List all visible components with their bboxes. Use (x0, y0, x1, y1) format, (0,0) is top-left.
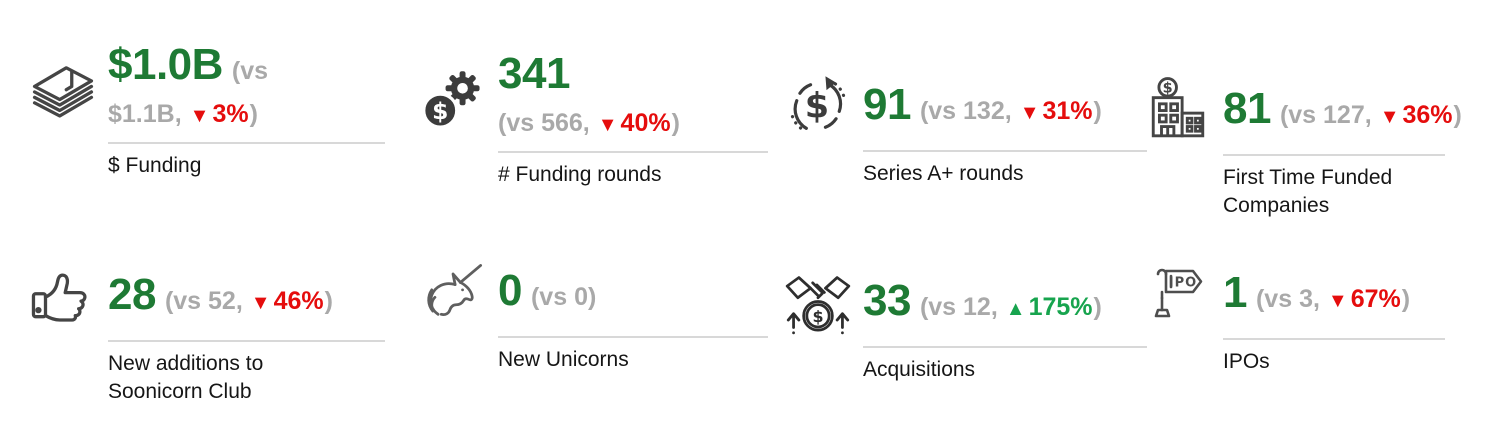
stat-vs-prev: (vs 3, (1255, 285, 1320, 313)
stat-vs-close: ) (249, 100, 258, 128)
stat-label: First Time Funded Companies (1223, 166, 1393, 217)
stat-label: $ Funding (108, 154, 202, 177)
svg-text:$: $ (432, 97, 448, 125)
handshake-dollar-icon: $ (783, 268, 853, 336)
stat-label: New Unicorns (498, 348, 629, 371)
divider (1223, 338, 1445, 340)
stat-label: # Funding rounds (498, 163, 662, 186)
stat-vs-prev: (vs 566, (498, 109, 590, 137)
stat-vs-prev: (vs 12, (919, 293, 998, 321)
gear-dollar-icon: $ (418, 67, 488, 135)
divider (108, 340, 385, 342)
stat-card-new-unicorns: 0 (vs 0) New Unicorns (418, 264, 768, 374)
money-stack-icon (28, 58, 98, 128)
stat-label: IPOs (1223, 350, 1270, 373)
svg-text:$: $ (812, 307, 823, 326)
divider (863, 150, 1147, 152)
divider (108, 142, 385, 144)
ipo-signpost-icon: IPO (1143, 260, 1213, 324)
stat-card-soonicorn: 28 (vs 52, ▼ 46%) New additions to Soonicor… (28, 272, 385, 406)
stat-value: 1 (1223, 268, 1247, 317)
stat-card-first-time-funded: $ 81 (vs 127, ▼ 36%) First Time Funded Comp… (1143, 77, 1462, 220)
stat-value: 33 (863, 276, 911, 325)
stat-vs-close: ) (671, 109, 680, 137)
divider (498, 151, 768, 153)
stat-vs-prev: (vs 127, (1279, 101, 1372, 129)
stat-card-acquisitions: $ 33 (vs 12, ▲ 175%) Acquisitions (783, 276, 1147, 384)
stat-label: New additions to Soonicorn Club (108, 352, 264, 403)
stat-label: Series A+ rounds (863, 162, 1024, 185)
stat-value: 341 (498, 49, 570, 98)
down-triangle-icon: ▼ (189, 105, 210, 127)
dollar-cycle-icon: $ (783, 72, 853, 140)
stat-value: $1.0B (108, 40, 223, 89)
down-triangle-icon: ▼ (1019, 102, 1040, 124)
divider (863, 346, 1147, 348)
down-triangle-icon: ▼ (597, 114, 618, 136)
stat-card-funding-rounds: $ 341 (vs 566, ▼ 40%) # Funding rounds (418, 51, 768, 189)
stat-label: Acquisitions (863, 358, 976, 381)
stat-value: 28 (108, 270, 156, 319)
stat-delta: 40% (620, 109, 671, 137)
down-triangle-icon: ▼ (250, 292, 271, 314)
stat-delta: 31% (1042, 97, 1093, 125)
unicorn-icon (418, 258, 488, 326)
divider (498, 336, 768, 338)
stat-delta: 67% (1350, 285, 1401, 313)
svg-text:$: $ (805, 86, 829, 127)
stat-value: 81 (1223, 84, 1271, 133)
stat-vs-prev: (vs 0) (530, 283, 597, 311)
stat-delta: 36% (1402, 101, 1453, 129)
divider (1223, 154, 1445, 156)
stat-vs-close: ) (1093, 293, 1102, 321)
stat-vs-close: ) (1401, 285, 1411, 313)
stat-card-series-a: $ 91 (vs 132, ▼ 31%) Series A+ rounds (783, 76, 1147, 188)
funded-building-icon: $ (1143, 76, 1213, 142)
down-triangle-icon: ▼ (1327, 290, 1348, 312)
stat-delta: 46% (273, 287, 324, 315)
stat-vs-close: ) (1093, 97, 1102, 125)
stat-vs-prev: (vs 52, (164, 287, 243, 315)
up-triangle-icon: ▲ (1005, 298, 1026, 320)
stat-vs-prev: $1.1B, (108, 100, 182, 128)
stat-card-ipos: IPO 1 (vs 3, ▼ 67%) IPOs (1143, 268, 1445, 376)
thumbs-up-icon (28, 262, 98, 332)
stat-vs-close: ) (1453, 101, 1462, 129)
stat-card-funding: $1.0B (vs $1.1B, ▼ 3%) $ Funding (28, 42, 385, 180)
stat-vs-close: ) (324, 287, 333, 315)
stat-vs-open: (vs (231, 57, 269, 85)
stat-value: 91 (863, 80, 911, 129)
svg-text:IPO: IPO (1169, 276, 1197, 291)
stat-vs-prev: (vs 132, (919, 97, 1012, 125)
svg-text:$: $ (1163, 81, 1173, 97)
down-triangle-icon: ▼ (1379, 106, 1400, 128)
stat-delta: 175% (1028, 293, 1093, 321)
stat-delta: 3% (212, 100, 249, 128)
stat-value: 0 (498, 266, 522, 315)
